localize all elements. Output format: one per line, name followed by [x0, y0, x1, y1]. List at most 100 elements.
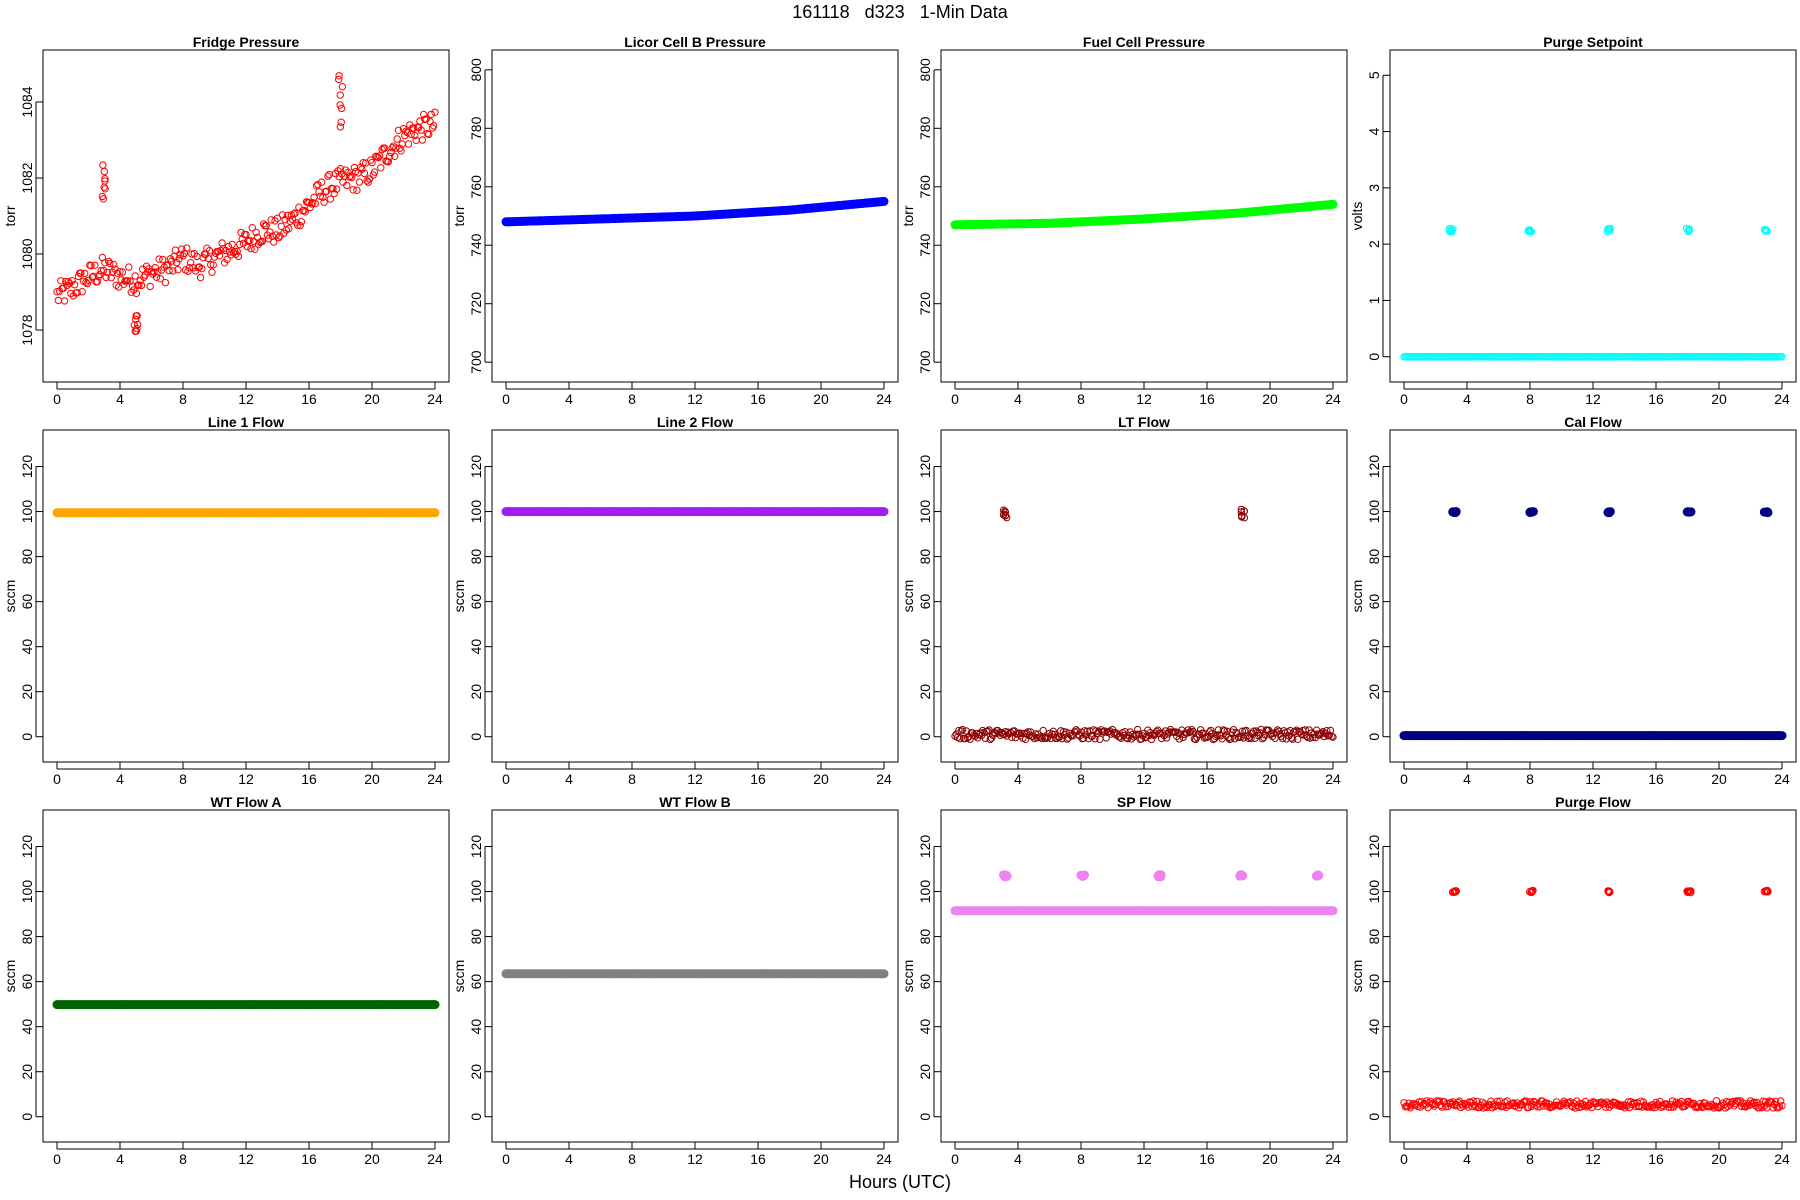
data-point [152, 273, 161, 281]
data-point [1163, 734, 1171, 742]
y-tick-label: 760 [917, 175, 933, 199]
data-point [1291, 727, 1299, 736]
y-tick-label: 0 [468, 1113, 484, 1121]
x-tick-label: 12 [1136, 1151, 1152, 1167]
panel-title: Purge Setpoint [1543, 34, 1643, 50]
panel-title: WT Flow B [659, 794, 731, 810]
y-tick-label: 60 [468, 974, 484, 990]
data-point [1074, 731, 1083, 739]
data-point [156, 275, 165, 283]
data-point [389, 142, 398, 150]
data-point [387, 148, 395, 157]
data-point [258, 237, 267, 245]
y-axis-label: sccm [900, 580, 916, 613]
data-point [1449, 225, 1457, 233]
x-tick-label: 16 [301, 1151, 317, 1167]
data-point [1294, 735, 1302, 743]
y-tick-label: 20 [1366, 684, 1382, 700]
data-point [955, 726, 963, 735]
data-point [99, 161, 107, 169]
data-point [173, 258, 181, 267]
data-point [1778, 1102, 1786, 1110]
y-axis: 1078 1080 1082 1084 [19, 86, 43, 346]
y-axis: 0 20 40 60 80 100 120 [19, 835, 43, 1121]
data-point [1685, 225, 1694, 233]
y-tick-label: 0 [917, 1113, 933, 1121]
data-points [950, 199, 1338, 230]
data-point [333, 185, 341, 193]
y-tick-label: 60 [1366, 974, 1382, 990]
data-point [326, 195, 335, 203]
y-axis: 0 20 40 60 80 100 120 [1366, 455, 1390, 741]
data-point [103, 268, 112, 277]
data-point [377, 164, 385, 172]
data-point [106, 259, 114, 268]
x-axis: 0 4 8 12 16 20 24 [951, 382, 1341, 407]
x-tick-label: 0 [951, 391, 959, 407]
x-tick-label: 8 [1077, 771, 1085, 787]
data-point [1328, 732, 1336, 740]
x-tick-label: 8 [1077, 1151, 1085, 1167]
y-tick-label: 120 [19, 835, 35, 859]
x-tick-label: 20 [364, 391, 380, 407]
x-tick-label: 12 [1585, 391, 1601, 407]
data-point [999, 870, 1008, 880]
y-tick-label: 0 [1366, 733, 1382, 741]
data-point [353, 186, 361, 195]
x-axis: 0 4 8 12 16 20 24 [502, 382, 892, 407]
data-point [329, 185, 337, 193]
plot-frame [940, 429, 1348, 763]
data-points [1400, 224, 1786, 361]
data-point [336, 91, 344, 99]
x-tick-label: 24 [876, 391, 892, 407]
data-point [1153, 871, 1163, 881]
x-tick-label: 0 [502, 391, 510, 407]
x-tick-label: 16 [1199, 771, 1215, 787]
y-tick-label: 1 [1366, 296, 1382, 304]
data-point [57, 277, 65, 285]
y-tick-label: 120 [468, 835, 484, 859]
data-point [54, 296, 62, 305]
data-point [1144, 726, 1152, 734]
x-axis: 0 4 8 12 16 20 24 [502, 762, 892, 787]
x-tick-label: 24 [1774, 1151, 1790, 1167]
y-tick-label: 100 [1366, 500, 1382, 524]
data-point [1581, 1097, 1590, 1106]
data-point [222, 246, 230, 255]
data-point [407, 130, 415, 138]
data-point [345, 173, 353, 181]
data-point [427, 110, 435, 119]
y-tick-label: 120 [468, 455, 484, 479]
y-axis: 0 20 40 60 80 100 120 [468, 835, 492, 1121]
y-tick-label: 60 [917, 594, 933, 610]
panel-title: Licor Cell B Pressure [624, 34, 766, 50]
data-point [1024, 728, 1032, 736]
panel-title: Purge Flow [1555, 794, 1631, 810]
data-point [262, 222, 270, 230]
x-tick-label: 20 [364, 771, 380, 787]
y-axis: 0 20 40 60 80 100 120 [468, 455, 492, 741]
data-point [1695, 1103, 1703, 1111]
data-point [343, 181, 351, 190]
data-point [77, 269, 85, 277]
x-tick-label: 24 [1774, 391, 1790, 407]
data-point [426, 117, 434, 126]
x-tick-label: 12 [687, 771, 703, 787]
y-tick-label: 120 [1366, 455, 1382, 479]
data-point [1435, 1097, 1444, 1105]
x-axis: 0 4 8 12 16 20 24 [502, 1142, 892, 1167]
y-tick-label: 60 [917, 974, 933, 990]
x-tick-label: 20 [1711, 391, 1727, 407]
data-points [501, 969, 889, 979]
data-point [1258, 735, 1267, 743]
y-axis-label: sccm [900, 960, 916, 993]
y-axis: 0 20 40 60 80 100 120 [1366, 835, 1390, 1121]
data-point [311, 199, 319, 208]
data-point [335, 72, 343, 80]
y-tick-label: 1080 [19, 238, 35, 269]
data-point [296, 221, 304, 230]
x-tick-label: 8 [628, 1151, 636, 1167]
data-point [125, 263, 133, 271]
